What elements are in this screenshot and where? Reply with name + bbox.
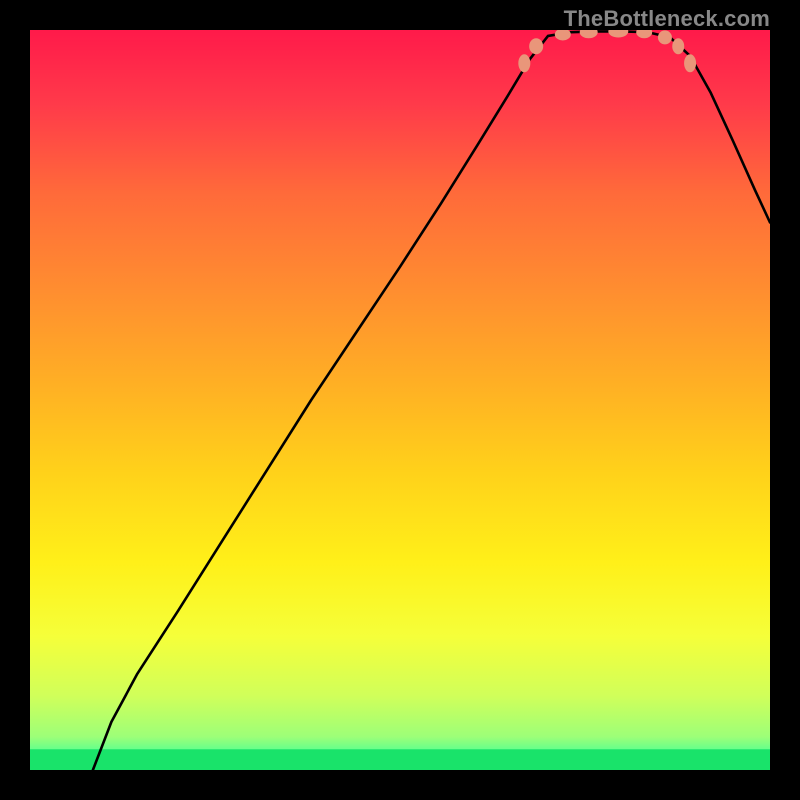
chart-container: TheBottleneck.com: [0, 0, 800, 800]
marker-point: [529, 38, 543, 54]
lime-band: [30, 749, 770, 770]
watermark-text: TheBottleneck.com: [564, 6, 770, 32]
marker-point: [672, 38, 684, 54]
gradient-background: [30, 30, 770, 770]
marker-point: [658, 30, 672, 44]
plot-area: [30, 30, 770, 770]
marker-point: [684, 54, 696, 72]
chart-svg: [30, 30, 770, 770]
marker-point: [518, 54, 530, 72]
